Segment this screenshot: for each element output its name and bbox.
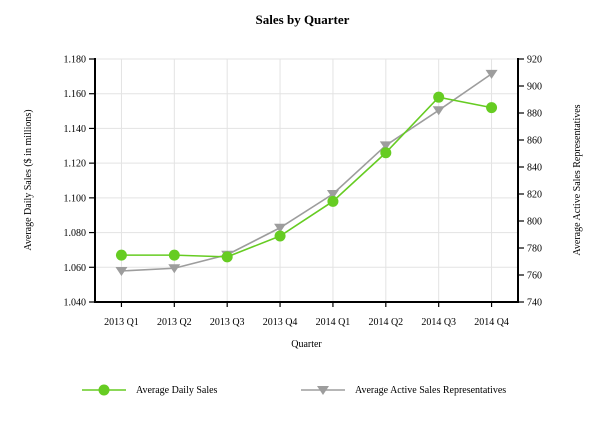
- svg-text:1.160: 1.160: [64, 89, 87, 100]
- gridlines: [95, 58, 518, 302]
- right-axis-ticks: 740 760 780 800 820 840 860 880 900 920: [518, 55, 542, 309]
- legend-item-average-daily-sales: Average Daily Sales: [81, 382, 217, 398]
- svg-text:2014 Q1: 2014 Q1: [316, 317, 351, 328]
- svg-text:2013 Q3: 2013 Q3: [210, 317, 245, 328]
- svg-text:1.060: 1.060: [64, 263, 87, 274]
- svg-text:780: 780: [527, 244, 542, 255]
- svg-text:820: 820: [527, 190, 542, 201]
- svg-text:760: 760: [527, 271, 542, 282]
- svg-text:1.140: 1.140: [64, 124, 87, 135]
- svg-text:740: 740: [527, 298, 542, 309]
- svg-text:1.040: 1.040: [64, 298, 87, 309]
- series-0: [115, 91, 498, 263]
- x-axis-title: Quarter: [291, 339, 322, 350]
- legend-item-average-active-sales-representatives: Average Active Sales Representatives: [300, 382, 506, 398]
- svg-text:1.100: 1.100: [64, 193, 87, 204]
- chart-title: Sales by Quarter: [255, 12, 350, 27]
- svg-text:840: 840: [527, 163, 542, 174]
- svg-text:800: 800: [527, 217, 542, 228]
- svg-text:2013 Q2: 2013 Q2: [157, 317, 192, 328]
- legend-marker-average-daily-sales: [82, 384, 126, 396]
- svg-text:920: 920: [527, 55, 542, 66]
- left-axis-title: Average Daily Sales ($ in millions): [23, 109, 34, 251]
- svg-text:860: 860: [527, 136, 542, 147]
- legend-label-average-active-sales-representatives: Average Active Sales Representatives: [355, 384, 507, 396]
- legend-marker-average-active-sales-representatives: [301, 386, 345, 395]
- svg-text:1.080: 1.080: [64, 228, 87, 239]
- svg-text:2013 Q1: 2013 Q1: [104, 317, 139, 328]
- svg-text:1.120: 1.120: [64, 159, 87, 170]
- right-axis-title: Average Active Sales Representatives: [572, 104, 583, 256]
- axis-frame: [94, 58, 519, 303]
- chart-canvas: 1.040 1.060 1.080 1.100 1.120 1.140 1.160 1.180…: [64, 55, 543, 351]
- svg-text:1.180: 1.180: [64, 55, 87, 66]
- svg-text:2014 Q2: 2014 Q2: [368, 317, 403, 328]
- svg-text:2014 Q4: 2014 Q4: [474, 317, 509, 328]
- svg-text:880: 880: [527, 109, 542, 120]
- legend-label-average-daily-sales: Average Daily Sales: [136, 384, 218, 396]
- left-axis-ticks: 1.040 1.060 1.080 1.100 1.120 1.140 1.160 1.180: [64, 55, 95, 309]
- svg-text:900: 900: [527, 82, 542, 93]
- x-axis-ticks: 2013 Q1 2013 Q2 2013 Q3 2013 Q4 2014 Q1 2014 …: [104, 302, 509, 350]
- svg-text:2013 Q4: 2013 Q4: [263, 317, 298, 328]
- svg-text:2014 Q3: 2014 Q3: [421, 317, 456, 328]
